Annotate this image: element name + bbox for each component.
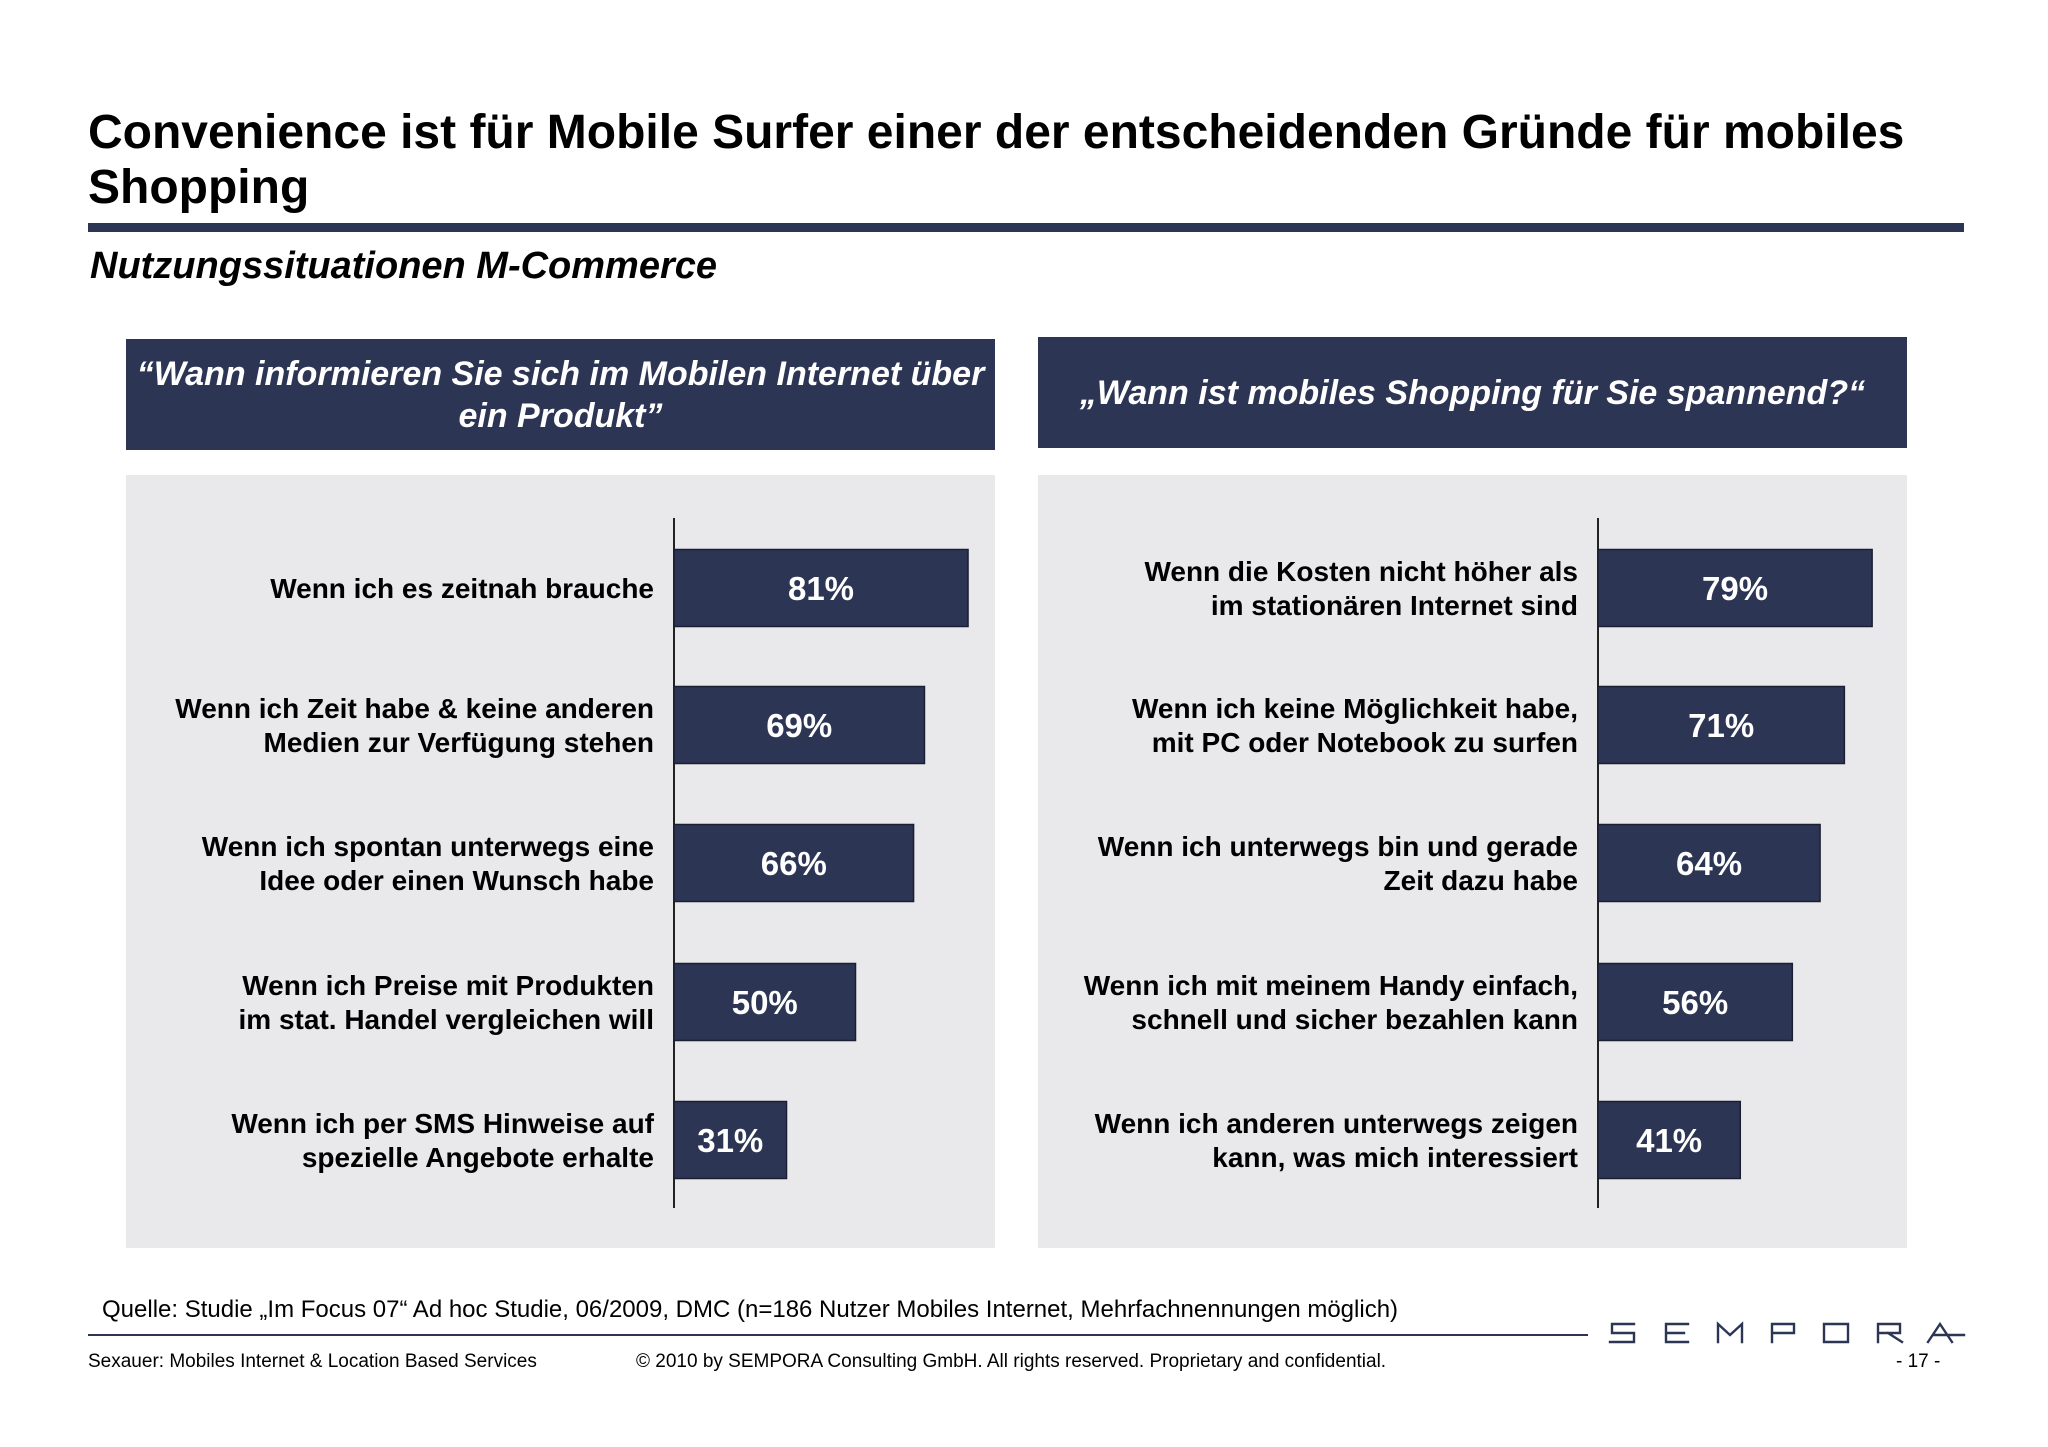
bar bbox=[1597, 823, 1821, 903]
bar bbox=[673, 962, 857, 1042]
bar bbox=[1597, 962, 1794, 1042]
bar-value-label: 31% bbox=[697, 1122, 763, 1159]
bar bbox=[1597, 548, 1873, 628]
category-label: Wenn ich unterwegs bin und gerade Zeit da… bbox=[1098, 831, 1578, 896]
bar-value-label: 81% bbox=[788, 570, 854, 607]
right-question-header: „Wann ist mobiles Shopping für Sie spann… bbox=[1038, 337, 1907, 448]
bar bbox=[673, 548, 969, 628]
bar-value-label: 56% bbox=[1662, 984, 1728, 1021]
bar-value-label: 66% bbox=[761, 845, 827, 882]
category-label: Wenn ich per SMS Hinweise auf spezielle A… bbox=[231, 1108, 654, 1173]
bar bbox=[673, 823, 915, 903]
category-label: Wenn ich keine Möglichkeit habe, mit PC o… bbox=[1132, 693, 1578, 758]
footer-divider bbox=[88, 1334, 1588, 1336]
bar bbox=[1597, 1100, 1742, 1180]
title-divider bbox=[88, 223, 1964, 232]
bar bbox=[1597, 685, 1846, 765]
category-label: Wenn ich es zeitnah brauche bbox=[270, 573, 654, 604]
page-subtitle: Nutzungssituationen M-Commerce bbox=[90, 245, 718, 287]
bar bbox=[673, 685, 926, 765]
bar-value-label: 41% bbox=[1636, 1122, 1702, 1159]
right-chart-panel: 79% Wenn die Kosten nicht höher als im sta… bbox=[1038, 475, 1907, 1248]
bar-value-label: 71% bbox=[1688, 707, 1754, 744]
bar-value-label: 79% bbox=[1702, 570, 1768, 607]
page-title: Convenience ist für Mobile Surfer einer … bbox=[88, 106, 1905, 214]
bar bbox=[673, 1100, 788, 1180]
category-label: Wenn ich mit meinem Handy einfach, schnel… bbox=[1084, 970, 1578, 1035]
footer-presentation-title: Sexauer: Mobiles Internet & Location Bas… bbox=[88, 1351, 537, 1372]
bar-value-label: 50% bbox=[732, 984, 798, 1021]
footer-copyright: © 2010 by SEMPORA Consulting GmbH. All r… bbox=[636, 1351, 1387, 1372]
right-bar-chart: 79% Wenn die Kosten nicht höher als im sta… bbox=[1084, 518, 1873, 1208]
category-label: Wenn die Kosten nicht höher als im statio… bbox=[1144, 556, 1578, 621]
left-chart-panel: 81% Wenn ich es zeitnah brauche 69% Wenn ic… bbox=[126, 475, 995, 1248]
bar-value-label: 64% bbox=[1676, 845, 1742, 882]
sempora-logo bbox=[1608, 1321, 1966, 1344]
page-number: - 17 - bbox=[1896, 1351, 1941, 1372]
bar-value-label: 69% bbox=[766, 707, 832, 744]
source-note: Quelle: Studie „Im Focus 07“ Ad hoc Stud… bbox=[102, 1296, 1399, 1323]
left-question-header: “Wann informieren Sie sich im Mobilen In… bbox=[126, 339, 995, 450]
category-label: Wenn ich Zeit habe & keine anderen Medien… bbox=[175, 693, 654, 758]
left-bar-chart: 81% Wenn ich es zeitnah brauche 69% Wenn ic… bbox=[175, 518, 969, 1208]
category-label: Wenn ich spontan unterwegs eine Idee oder… bbox=[202, 831, 654, 896]
category-label: Wenn ich Preise mit Produkten im stat. Ha… bbox=[239, 970, 654, 1035]
category-label: Wenn ich anderen unterwegs zeigen kann, w… bbox=[1095, 1108, 1578, 1173]
